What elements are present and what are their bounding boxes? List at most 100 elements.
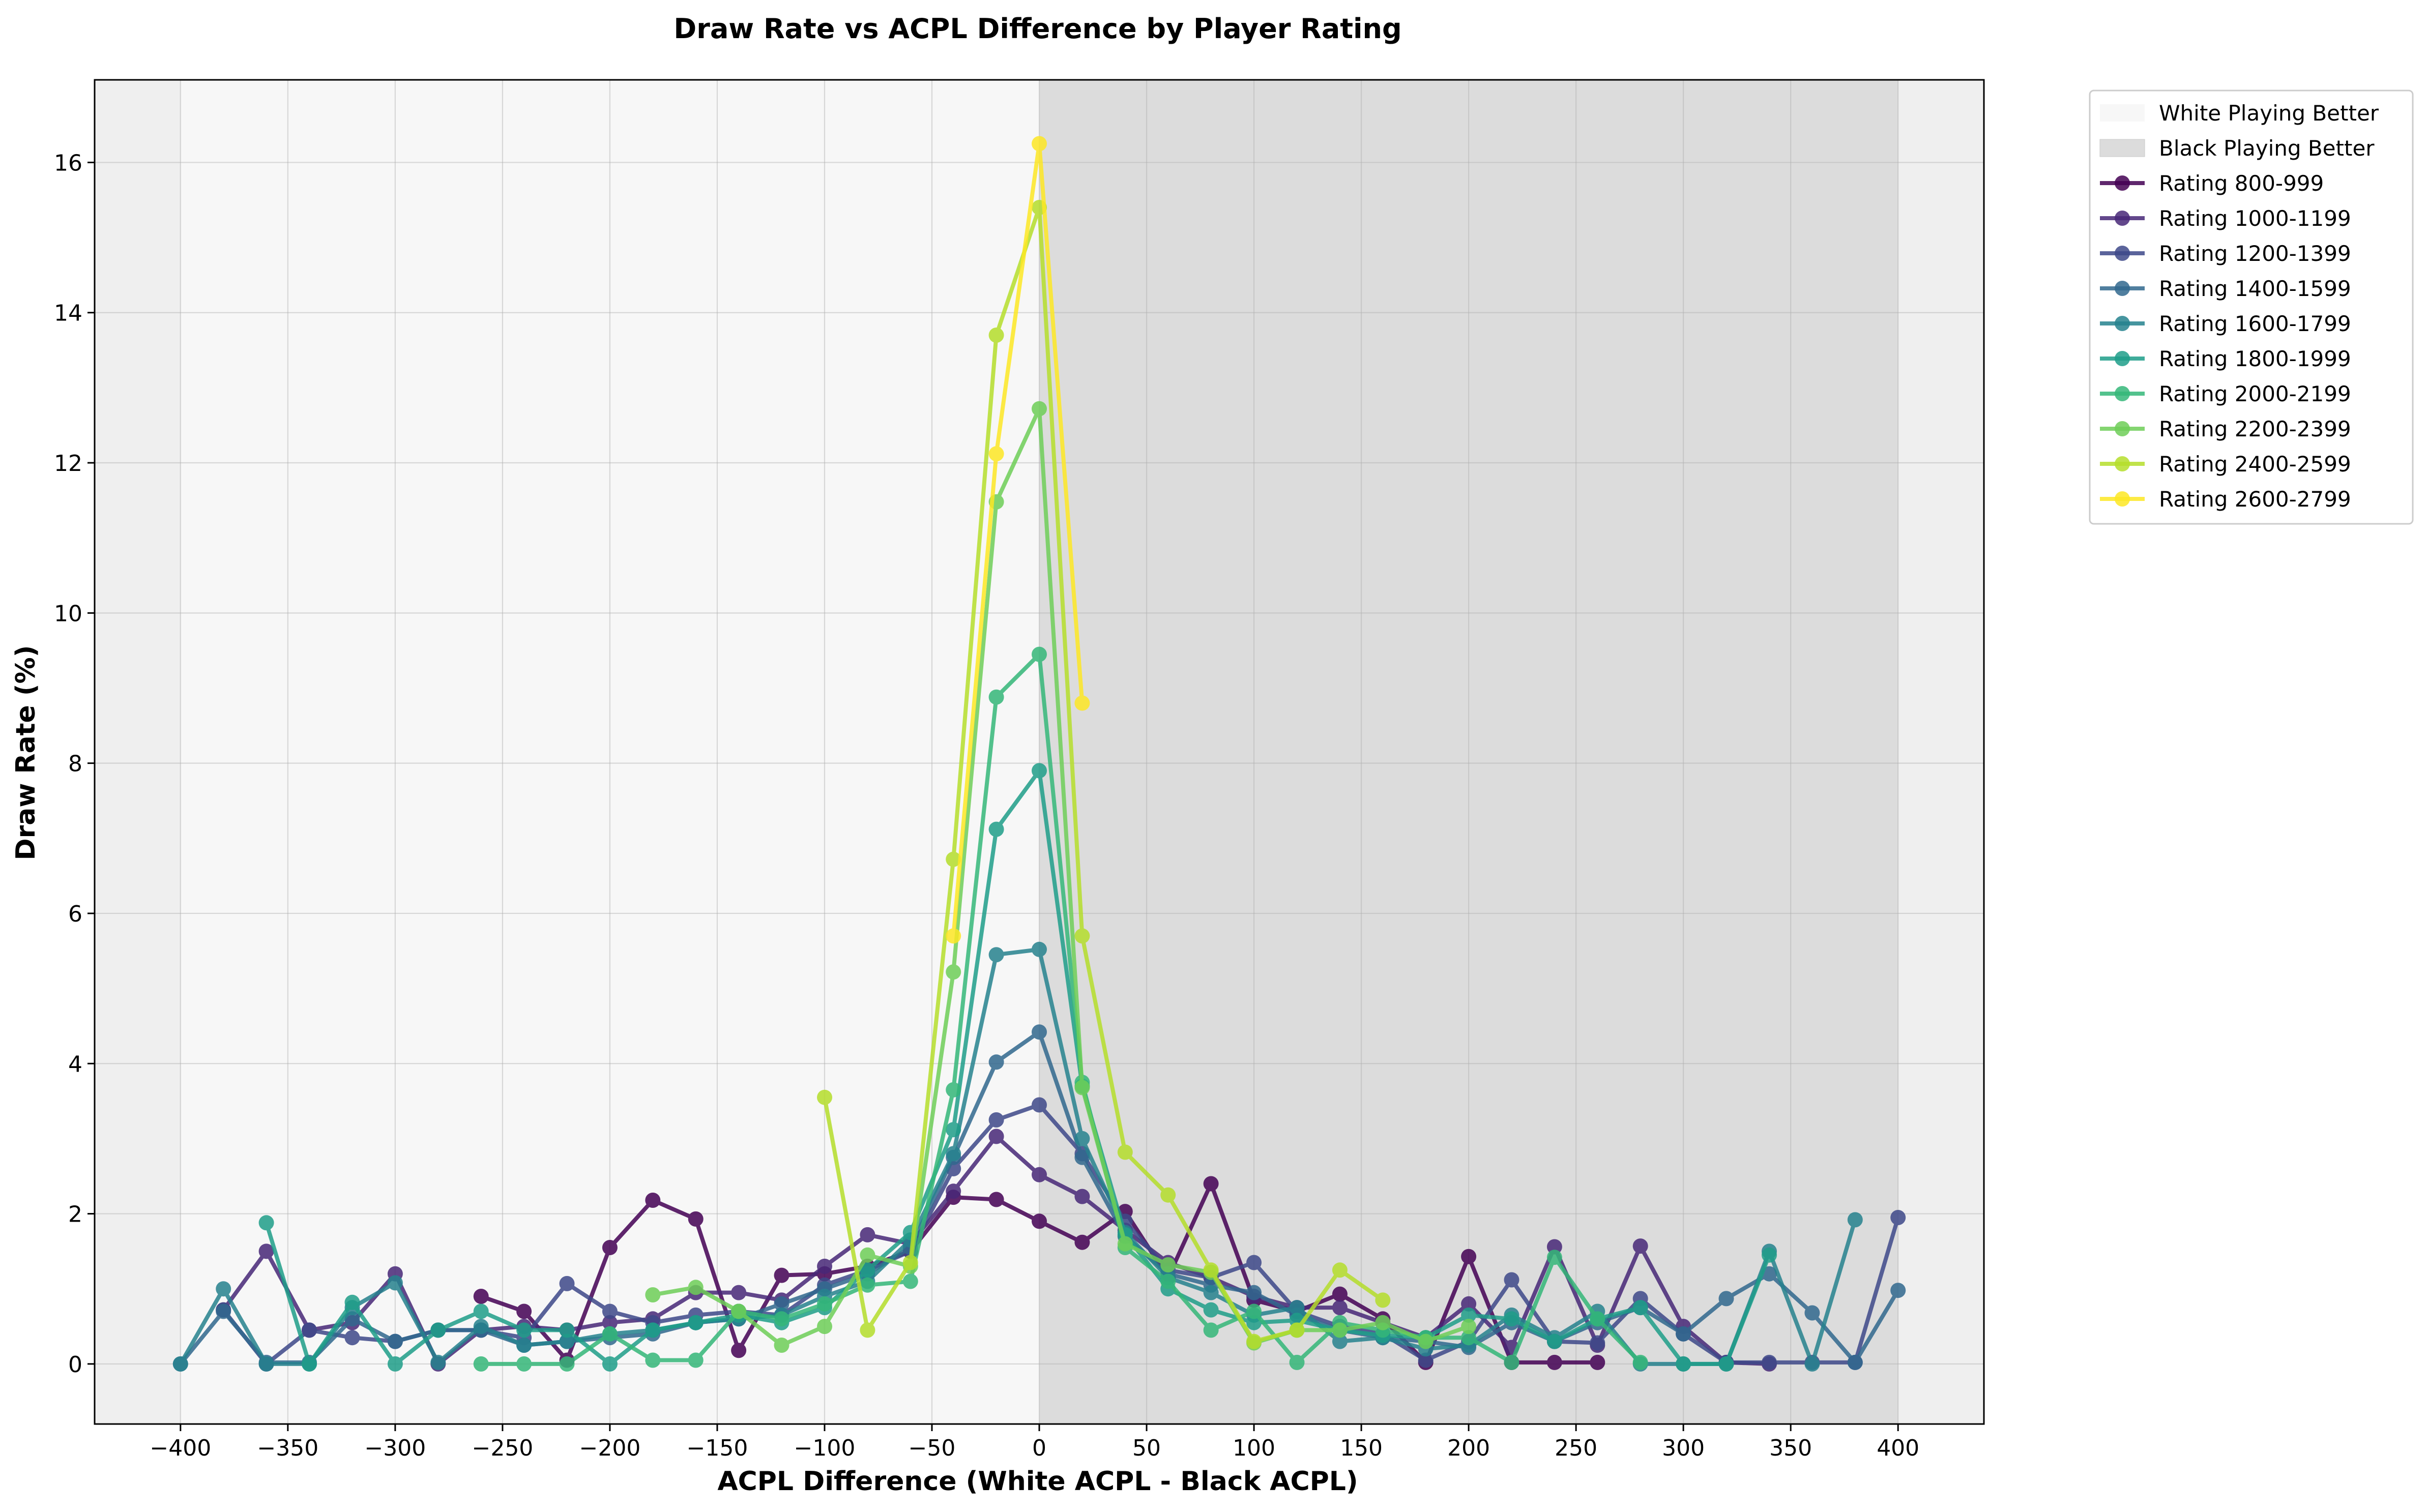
- data-point: [1762, 1247, 1777, 1263]
- data-point: [559, 1276, 575, 1291]
- data-point: [946, 928, 961, 944]
- data-point: [1074, 695, 1090, 711]
- data-point: [1890, 1210, 1906, 1225]
- x-tick-label: 400: [1877, 1435, 1919, 1461]
- data-point: [1074, 1131, 1090, 1146]
- data-point: [258, 1356, 274, 1372]
- x-tick-label: 50: [1132, 1435, 1161, 1461]
- legend-series-marker: [2115, 421, 2130, 436]
- x-tick-label: 100: [1233, 1435, 1275, 1461]
- data-point: [1289, 1354, 1305, 1370]
- data-point: [1461, 1307, 1477, 1323]
- data-point: [1332, 1322, 1348, 1338]
- data-point: [430, 1354, 446, 1370]
- legend-series-marker: [2115, 246, 2130, 261]
- x-tick-label: −100: [794, 1435, 856, 1461]
- data-point: [302, 1356, 317, 1372]
- data-point: [1632, 1354, 1648, 1370]
- data-point: [731, 1343, 747, 1358]
- legend-series-label: Rating 2000-2199: [2159, 381, 2351, 406]
- data-point: [1074, 1149, 1090, 1165]
- y-tick-label: 14: [54, 301, 82, 327]
- x-tick-label: 200: [1447, 1435, 1490, 1461]
- plot-background-group: [95, 80, 1984, 1424]
- data-point: [602, 1356, 618, 1372]
- data-point: [1246, 1285, 1262, 1300]
- data-point: [1332, 1333, 1348, 1349]
- x-tick-label: 300: [1662, 1435, 1705, 1461]
- x-tick-label: 350: [1769, 1435, 1812, 1461]
- data-point: [1246, 1333, 1262, 1349]
- data-point: [430, 1322, 446, 1338]
- data-point: [688, 1280, 704, 1295]
- data-point: [1546, 1333, 1562, 1349]
- data-point: [946, 1146, 961, 1162]
- data-point: [602, 1240, 618, 1255]
- data-point: [1461, 1249, 1477, 1264]
- data-point: [817, 1296, 832, 1312]
- data-point: [1246, 1303, 1262, 1319]
- data-point: [946, 851, 961, 867]
- legend-series-label: Rating 1800-1999: [2159, 346, 2351, 371]
- legend-series-marker: [2115, 175, 2130, 191]
- data-point: [1074, 1189, 1090, 1204]
- data-point: [817, 1258, 832, 1274]
- data-point: [473, 1289, 489, 1304]
- data-point: [1718, 1291, 1734, 1307]
- data-point: [774, 1267, 789, 1283]
- data-point: [645, 1322, 661, 1338]
- data-point: [988, 1112, 1004, 1128]
- legend-region-swatch: [2100, 104, 2145, 122]
- legend-series-marker: [2115, 316, 2130, 331]
- data-point: [1847, 1212, 1863, 1228]
- legend-series-label: Rating 1600-1799: [2159, 311, 2351, 336]
- legend-region-swatch: [2099, 139, 2145, 157]
- data-point: [988, 689, 1004, 705]
- y-tick-label: 6: [68, 901, 82, 927]
- data-point: [1032, 1097, 1047, 1113]
- data-point: [1676, 1356, 1691, 1372]
- data-point: [1504, 1311, 1519, 1327]
- data-point: [1203, 1302, 1219, 1318]
- x-tick-label: 150: [1340, 1435, 1383, 1461]
- series-line: [179, 947, 1857, 1366]
- white-better-region: [180, 80, 1040, 1424]
- data-point: [1332, 1300, 1348, 1316]
- data-point: [258, 1215, 274, 1231]
- data-point: [688, 1352, 704, 1368]
- x-axis-label: ACPL Difference (White ACPL - Black ACPL…: [717, 1466, 1358, 1497]
- data-point: [731, 1285, 747, 1300]
- data-point: [988, 1129, 1004, 1144]
- data-point: [344, 1330, 360, 1346]
- data-point: [1203, 1285, 1219, 1300]
- data-point: [1418, 1352, 1434, 1368]
- legend-series-marker: [2115, 351, 2130, 366]
- data-point: [1332, 1262, 1348, 1278]
- y-tick-label: 0: [68, 1352, 82, 1378]
- y-tick-label: 8: [68, 751, 82, 777]
- data-point: [946, 1122, 961, 1138]
- data-point: [860, 1277, 875, 1293]
- data-point: [1032, 763, 1047, 779]
- data-point: [1504, 1272, 1519, 1288]
- data-point: [774, 1338, 789, 1353]
- data-point: [1590, 1311, 1605, 1327]
- data-point: [946, 1082, 961, 1098]
- data-point: [1804, 1356, 1820, 1372]
- data-point: [645, 1352, 661, 1368]
- y-axis-label: Draw Rate (%): [11, 645, 41, 860]
- data-point: [1375, 1315, 1391, 1330]
- legend-series-label: Rating 800-999: [2159, 171, 2324, 196]
- x-tick-label: 250: [1555, 1435, 1597, 1461]
- data-point: [1504, 1354, 1519, 1370]
- series-rating-2400-2599: [817, 200, 1391, 1349]
- data-point: [473, 1319, 489, 1335]
- black-better-region: [1039, 80, 1898, 1424]
- data-point: [1847, 1354, 1863, 1370]
- legend-series-label: Rating 1000-1199: [2159, 206, 2351, 231]
- legend-series-marker: [2115, 491, 2130, 507]
- data-point: [1546, 1250, 1562, 1265]
- data-point: [1590, 1354, 1605, 1370]
